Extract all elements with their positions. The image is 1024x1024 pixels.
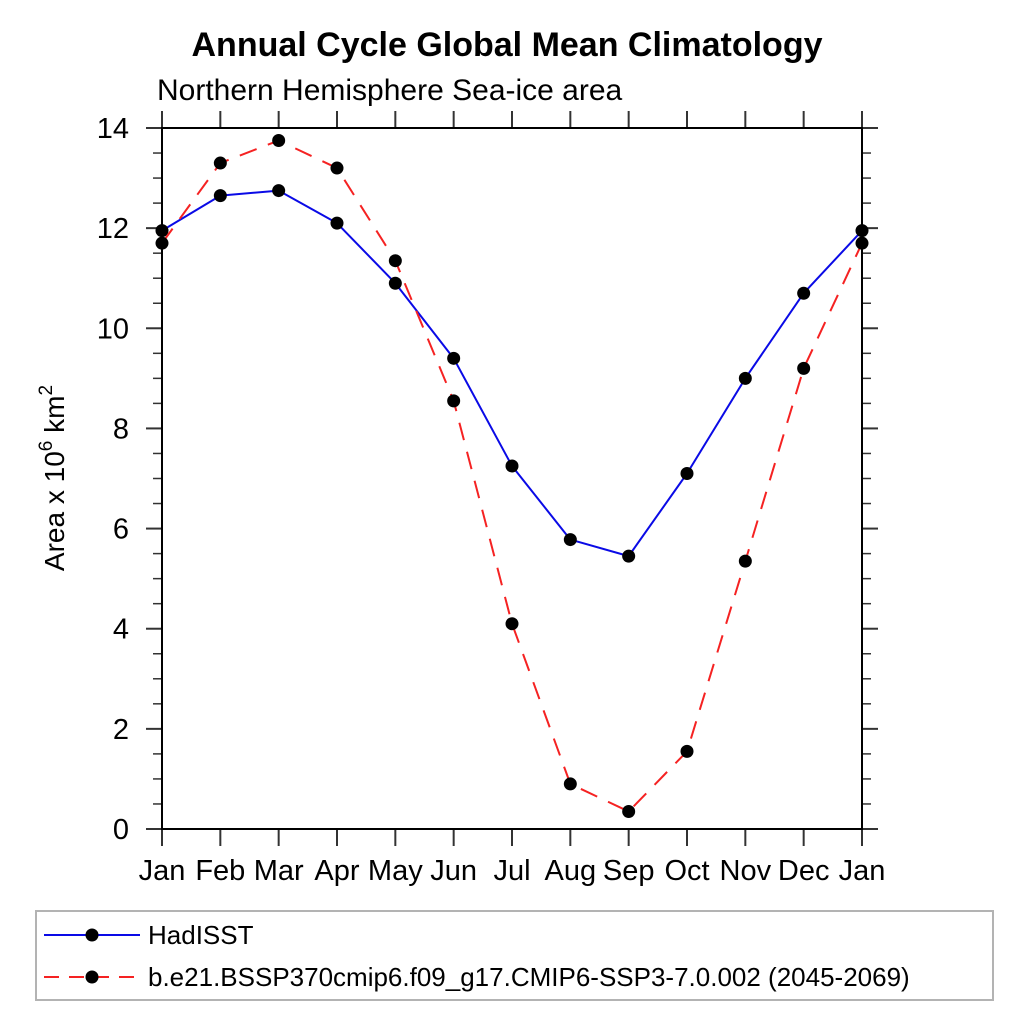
legend-dashed-line-icon (44, 970, 140, 983)
legend-label: b.e21.BSSP370cmip6.f09_g17.CMIP6-SSP3-7.… (148, 961, 910, 992)
x-tick-label: Sep (603, 855, 655, 887)
x-tick-label: Dec (778, 855, 830, 887)
legend-label: HadISST (148, 919, 254, 950)
y-tick-label: 14 (97, 113, 129, 145)
legend-item-model: b.e21.BSSP370cmip6.f09_g17.CMIP6-SSP3-7.… (42, 959, 992, 995)
x-tick-label: Oct (664, 855, 709, 887)
x-tick-label: Nov (720, 855, 772, 887)
chart-subtitle: Northern Hemisphere Sea-ice area (157, 74, 623, 107)
x-tick-label: May (368, 855, 423, 887)
x-tick-label: Jun (430, 855, 477, 887)
y-tick-label: 10 (97, 313, 129, 345)
y-tick-label: 6 (113, 514, 129, 546)
x-tick-label: Mar (254, 855, 304, 887)
x-tick-label: Aug (545, 855, 597, 887)
series-markers-1 (155, 134, 869, 818)
axes: Jan Feb Mar Apr May Jun Jul Aug Sep Oct Nov Dec Jan 0… (97, 111, 886, 887)
chart-title: Annual Cycle Global Mean Climatology (192, 26, 823, 64)
y-tick-label: 12 (97, 213, 129, 245)
y-tick-label: 0 (113, 814, 129, 846)
x-tick-label: Feb (195, 855, 245, 887)
x-tick-label: Jan (139, 855, 186, 887)
series-line-0 (161, 189, 863, 558)
x-tick-label: Apr (314, 855, 359, 887)
legend: HadISST b.e21.BSSP370cmip6.f09_g17.CMIP6… (35, 910, 994, 1001)
legend-solid-line-icon (44, 928, 140, 941)
series-line-1 (161, 139, 863, 813)
x-tick-label: Jan (839, 855, 886, 887)
y-tick-label: 2 (113, 714, 129, 746)
series-markers-0 (155, 184, 869, 563)
x-tick-label: Jul (493, 855, 530, 887)
legend-item-hadisst: HadISST (42, 917, 992, 953)
y-tick-label: 8 (113, 413, 129, 445)
svg-text:Area x 106 km2: Area x 106 km2 (36, 385, 70, 571)
y-axis-label: Area x 106 km2 (36, 385, 70, 571)
plot-frame (161, 127, 863, 830)
y-tick-label: 4 (113, 614, 129, 646)
data-series (155, 134, 869, 818)
